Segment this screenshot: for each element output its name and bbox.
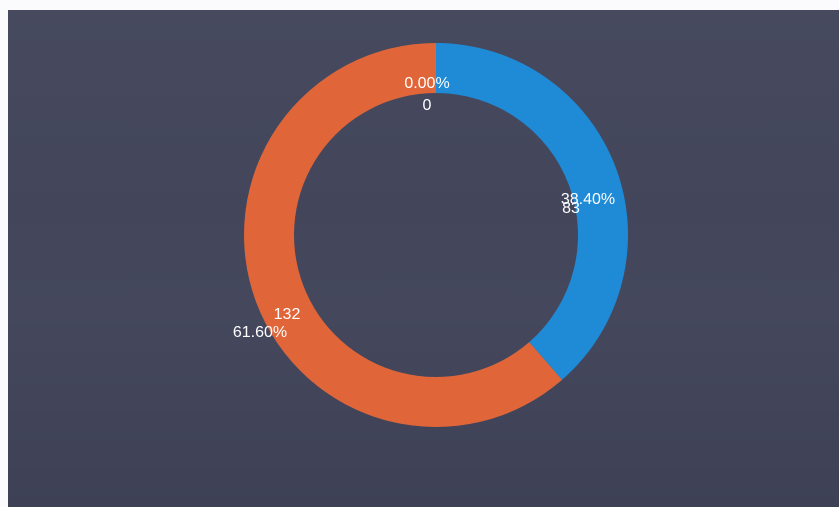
chart-panel: 0.00% 0 38.40% 83 61.60% 132 (8, 10, 839, 507)
donut-slice-2 (436, 43, 629, 380)
slice-3-percent-label: 61.60% (233, 324, 287, 341)
donut-chart: 0.00% 0 38.40%83 61.60%132 (233, 43, 629, 427)
slice-3-value-label: 132 (274, 306, 301, 323)
slice-2-value-label: 83 (562, 200, 580, 217)
slice-1-percent-label: 0.00% (404, 75, 449, 92)
donut-slices (244, 43, 629, 427)
donut-slice-3 (244, 43, 563, 427)
donut-data-labels: 0.00% 0 38.40%83 61.60%132 (233, 75, 615, 341)
slice-2-percent-label: 38.40% (561, 191, 615, 208)
slice-1-value-label: 0 (423, 97, 432, 114)
